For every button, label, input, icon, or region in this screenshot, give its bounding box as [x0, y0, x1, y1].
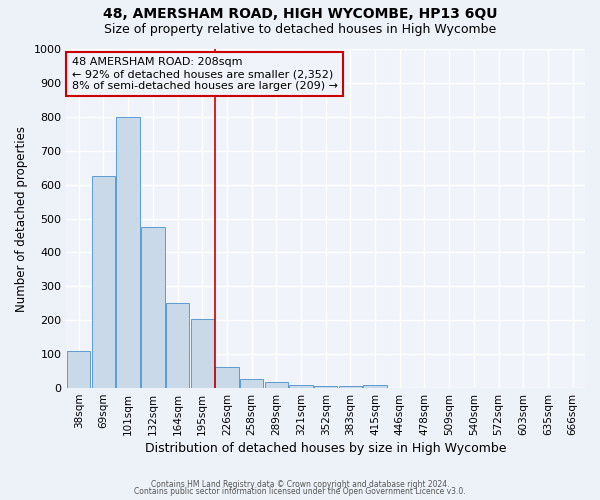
X-axis label: Distribution of detached houses by size in High Wycombe: Distribution of detached houses by size … — [145, 442, 506, 455]
Text: 48, AMERSHAM ROAD, HIGH WYCOMBE, HP13 6QU: 48, AMERSHAM ROAD, HIGH WYCOMBE, HP13 6Q… — [103, 8, 497, 22]
Bar — [364, 384, 387, 388]
Bar — [191, 318, 214, 388]
Bar — [338, 386, 362, 388]
Text: Size of property relative to detached houses in High Wycombe: Size of property relative to detached ho… — [104, 22, 496, 36]
Text: 48 AMERSHAM ROAD: 208sqm
← 92% of detached houses are smaller (2,352)
8% of semi: 48 AMERSHAM ROAD: 208sqm ← 92% of detach… — [71, 58, 338, 90]
Bar — [166, 304, 189, 388]
Bar — [92, 176, 115, 388]
Bar — [116, 117, 140, 388]
Text: Contains HM Land Registry data © Crown copyright and database right 2024.: Contains HM Land Registry data © Crown c… — [151, 480, 449, 489]
Bar — [289, 384, 313, 388]
Bar — [67, 351, 91, 388]
Bar — [215, 366, 239, 388]
Y-axis label: Number of detached properties: Number of detached properties — [15, 126, 28, 312]
Bar — [265, 382, 288, 388]
Text: Contains public sector information licensed under the Open Government Licence v3: Contains public sector information licen… — [134, 488, 466, 496]
Bar — [141, 227, 164, 388]
Bar — [314, 386, 337, 388]
Bar — [240, 378, 263, 388]
